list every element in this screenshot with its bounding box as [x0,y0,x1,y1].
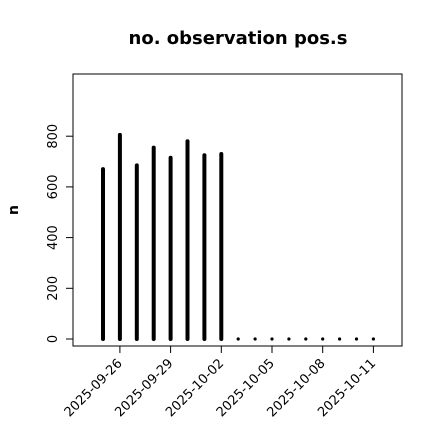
bar-2025-10-03 [236,337,240,341]
bar-2025-10-10 [354,337,359,341]
bar-2025-10-11 [371,337,375,341]
bar-2025-10-05 [270,337,274,341]
y-axis: 0 200 400 600 800 [46,124,74,343]
x-axis: 2025-09-262025-09-292025-10-022025-10-05… [62,345,379,420]
y-tick-label: 0 [46,335,61,343]
plot-frame [72,73,403,347]
y-axis-label: n [6,205,22,215]
bar-2025-10-06 [287,337,291,341]
bar-2025-10-09 [338,337,342,341]
y-tick-label: 200 [46,276,61,301]
y-tick-label: 800 [46,124,61,149]
bars [101,132,375,341]
y-tick-label: 400 [46,225,61,250]
bar-2025-10-04 [253,337,257,341]
bar-2025-10-08 [321,337,325,341]
chart-title: no. observation pos.s [129,28,348,49]
y-tick-label: 600 [46,174,61,199]
bar-2025-10-07 [304,337,308,341]
